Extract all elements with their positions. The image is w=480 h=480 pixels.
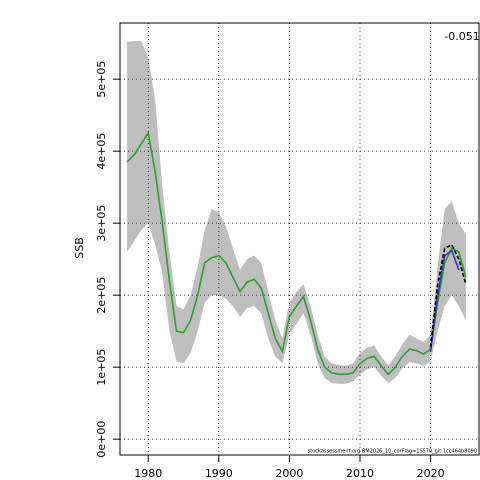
y-tick-label: 2e+05 (95, 277, 108, 314)
x-tick-label: 1990 (205, 467, 233, 480)
x-tick-label: 1980 (134, 467, 162, 480)
y-axis-label: SSB (73, 237, 86, 259)
footnote: stockassessment.org BM2026_10_corFlag=1S… (308, 449, 477, 455)
y-tick-label: 5e+05 (95, 61, 108, 98)
y-tick-label: 1e+05 (95, 349, 108, 386)
confidence-band (127, 41, 466, 384)
series-line (429, 243, 467, 348)
annotation: -0.051 (444, 30, 479, 43)
y-tick-label: 3e+05 (95, 205, 108, 242)
series-line (126, 131, 467, 376)
series-line (429, 249, 460, 352)
x-tick-label: 2020 (417, 467, 445, 480)
y-tick-label: 4e+05 (95, 133, 108, 170)
plot-frame (119, 22, 480, 456)
x-tick-label: 2010 (346, 467, 374, 480)
y-tick-label: 0e+00 (95, 421, 108, 458)
x-tick-label: 2000 (275, 467, 303, 480)
